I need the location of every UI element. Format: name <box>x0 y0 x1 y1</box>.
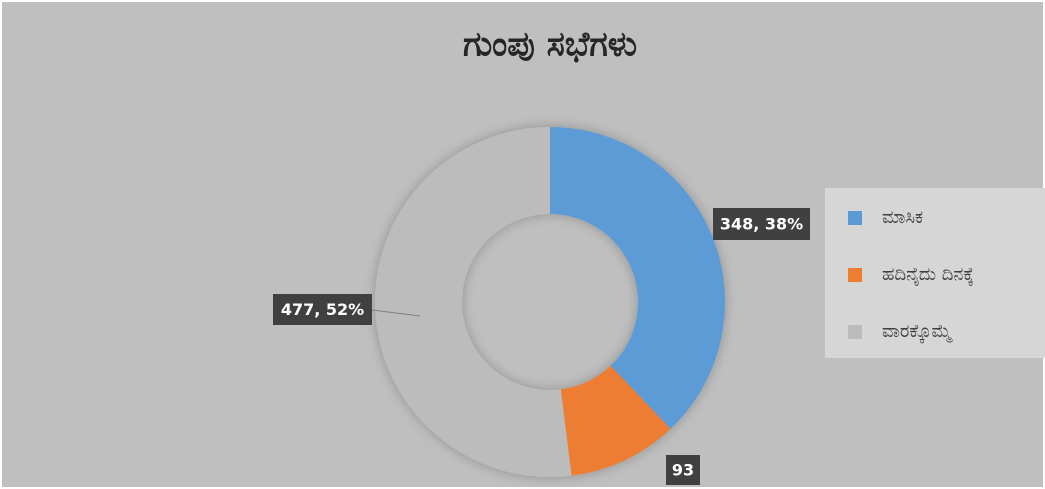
legend-label: ವಾರಕ್ಕೊಮ್ಮೆ <box>882 321 953 343</box>
legend-label: ಮಾಸಿಕ <box>882 207 923 228</box>
data-label: 477, 52% <box>281 300 364 319</box>
legend-swatch <box>848 268 862 282</box>
donut-slice <box>374 126 572 477</box>
data-label-box <box>666 455 700 485</box>
data-label-box <box>273 294 372 325</box>
data-label: 93 <box>672 461 694 480</box>
donut-slice <box>560 365 671 476</box>
legend-swatch <box>848 211 862 225</box>
data-label-box <box>713 208 810 240</box>
legend-swatch <box>848 325 862 339</box>
donut-slice <box>550 127 725 429</box>
data-label: 348, 38% <box>720 215 803 234</box>
leader-line <box>371 309 421 317</box>
chart-title: ಗುಂಪು ಸಭೆಗಳು <box>463 25 637 65</box>
donut <box>374 126 725 477</box>
legend-label: ಹದಿನೈದು ದಿನಕ್ಕೆ <box>882 264 974 286</box>
